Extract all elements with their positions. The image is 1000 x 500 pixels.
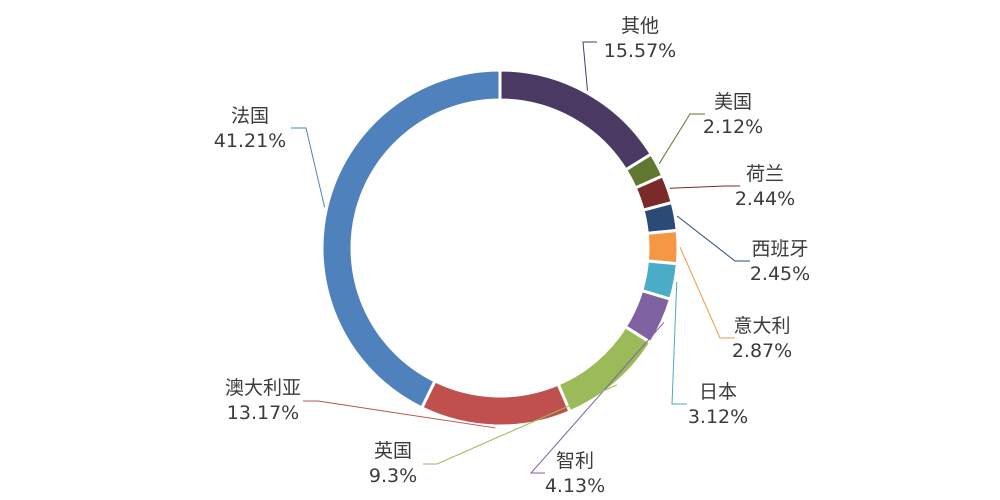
donut-slices — [320, 68, 680, 428]
label-value-西班牙: 2.45% — [750, 263, 810, 285]
leader-line-美国 — [658, 113, 705, 165]
leader-line-日本 — [671, 281, 687, 405]
leader-line-意大利 — [679, 246, 735, 339]
leader-line-其他 — [582, 41, 597, 91]
label-name-法国: 法国 — [231, 105, 269, 127]
label-value-日本: 3.12% — [688, 406, 748, 428]
leader-line-英国 — [423, 384, 618, 465]
label-value-其他: 15.57% — [604, 40, 676, 62]
leader-line-智利 — [529, 322, 665, 474]
leader-line-西班牙 — [676, 215, 750, 262]
label-name-智利: 智利 — [556, 450, 594, 472]
leader-line-澳大利亚 — [303, 400, 496, 429]
leader-lines — [291, 41, 750, 474]
slice-澳大利亚 — [419, 378, 572, 428]
label-value-意大利: 2.87% — [732, 340, 792, 362]
label-name-意大利: 意大利 — [733, 315, 790, 337]
label-name-荷兰: 荷兰 — [746, 163, 784, 185]
label-value-荷兰: 2.44% — [735, 188, 795, 210]
label-name-日本: 日本 — [699, 381, 737, 403]
label-name-其他: 其他 — [621, 15, 659, 37]
label-value-智利: 4.13% — [545, 475, 605, 497]
label-name-美国: 美国 — [714, 91, 752, 113]
label-value-法国: 41.21% — [214, 130, 286, 152]
label-name-英国: 英国 — [374, 440, 412, 462]
label-value-澳大利亚: 13.17% — [227, 402, 299, 424]
label-value-美国: 2.12% — [703, 116, 763, 138]
slice-法国 — [320, 68, 502, 410]
label-value-英国: 9.3% — [369, 465, 417, 487]
leader-line-法国 — [291, 127, 326, 208]
slice-其他 — [498, 68, 654, 172]
label-name-澳大利亚: 澳大利亚 — [225, 377, 301, 399]
slice-意大利 — [645, 228, 680, 266]
leader-line-荷兰 — [669, 185, 740, 189]
slice-英国 — [556, 324, 653, 414]
slice-labels: 其他 15.57% 美国 2.12% 荷兰 2.44% 西班牙 2.45% 意大利 2.87% 日本… — [214, 15, 810, 497]
label-name-西班牙: 西班牙 — [751, 238, 808, 260]
